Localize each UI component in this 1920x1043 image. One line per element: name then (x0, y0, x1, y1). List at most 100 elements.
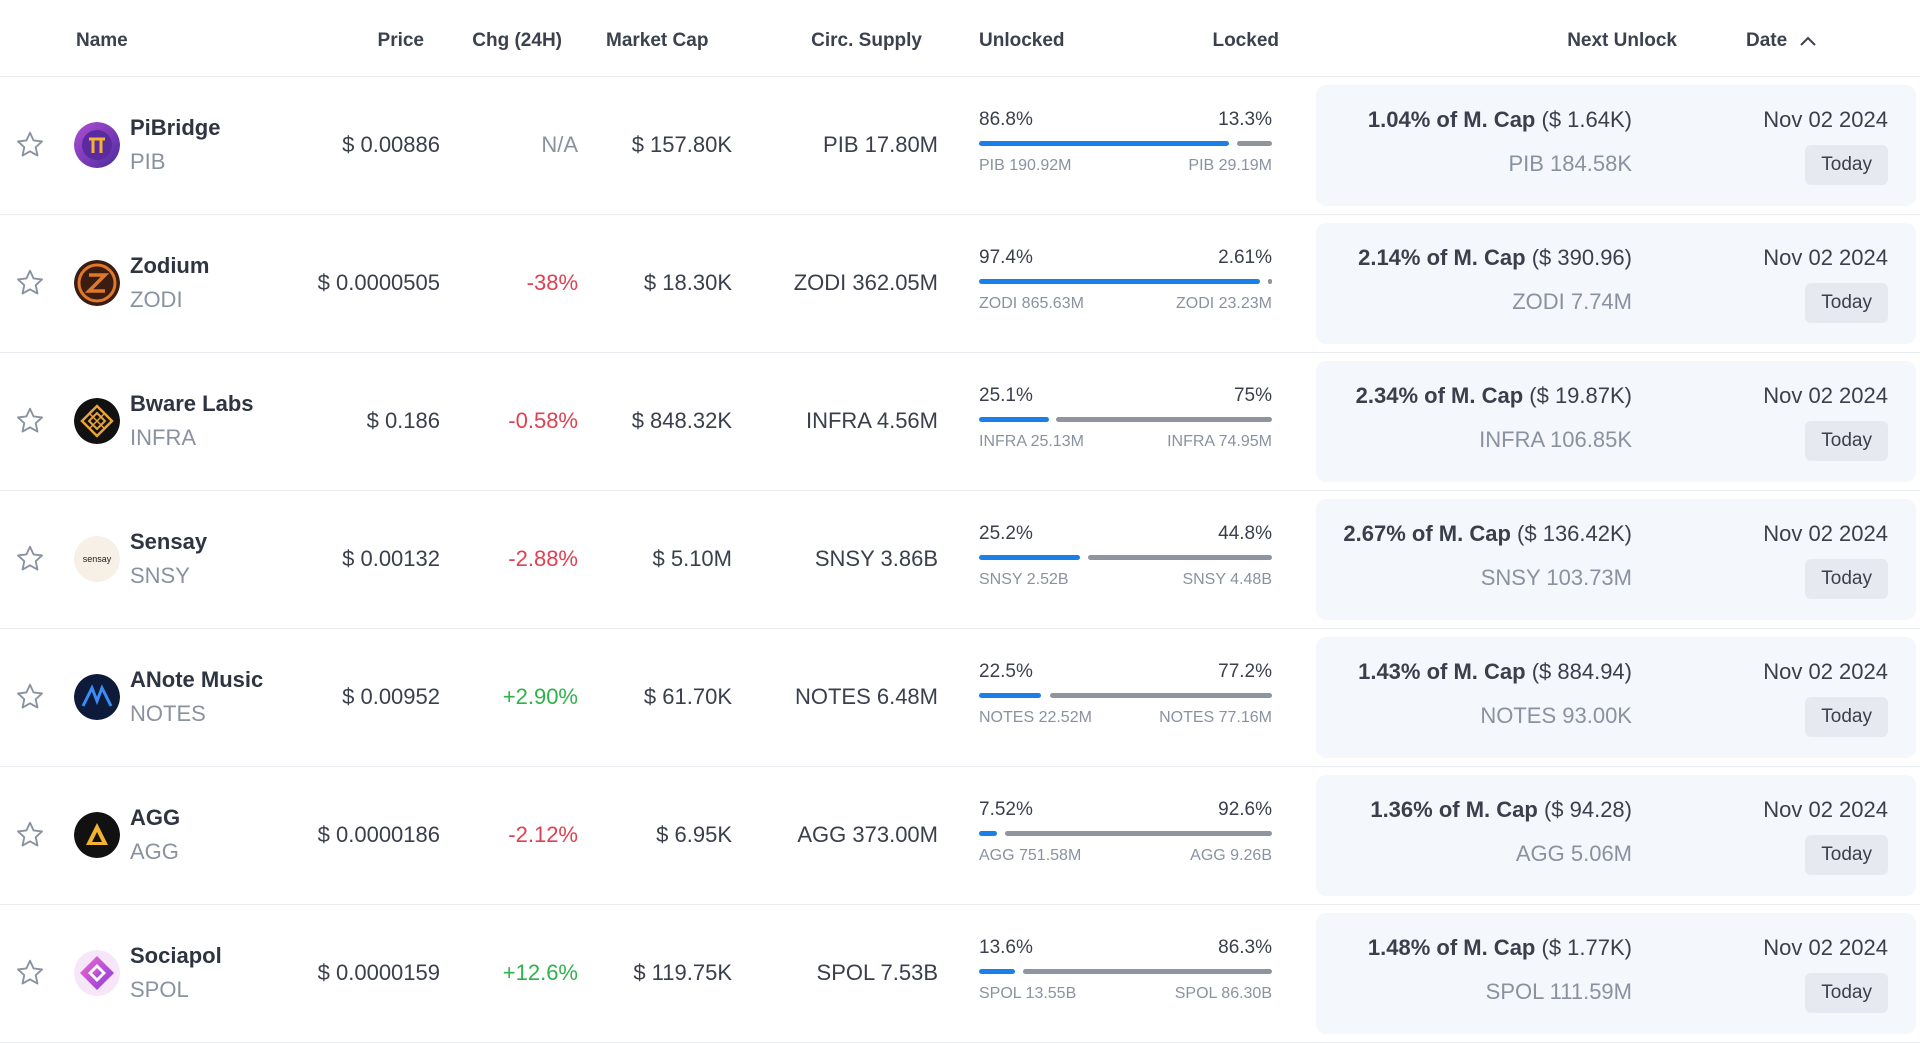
coin-name[interactable]: Sociapol (130, 943, 222, 968)
column-header-date[interactable]: Date (1746, 30, 1817, 52)
coin-symbol: INFRA (130, 425, 196, 450)
table-row[interactable]: sensay Sensay SNSY $ 0.00132 -2.88% $ 5.… (0, 491, 1920, 629)
unlock-progress: 25.2% 44.8% SNSY 2.52B SNSY 4.48B (979, 523, 1272, 603)
locked-bar-fill (1237, 141, 1272, 146)
unlocked-percent: 25.1% (979, 385, 1033, 406)
next-unlock-usd: ($ 1.77K) (1541, 935, 1633, 960)
locked-percent: 77.2% (1218, 661, 1272, 682)
market-cap-value: $ 5.10M (652, 546, 733, 571)
next-unlock-usd: ($ 136.42K) (1517, 521, 1632, 546)
unlocked-percent: 7.52% (979, 799, 1033, 820)
unlocked-amount: SPOL 13.55B (979, 985, 1077, 1002)
next-unlock-percent: 1.48% of M. Cap ($ 1.77K) (1368, 935, 1632, 961)
circ-supply-value: INFRA 4.56M (805, 408, 938, 433)
coin-name[interactable]: Sensay (130, 529, 208, 554)
unlock-bar (979, 279, 1272, 284)
next-unlock-amount: INFRA 106.85K (1479, 427, 1632, 452)
today-badge: Today (1805, 145, 1888, 185)
table-row[interactable]: ANote Music NOTES $ 0.00952 +2.90% $ 61.… (0, 629, 1920, 767)
unlocked-bar-fill (979, 969, 1015, 974)
next-unlock-card[interactable]: 2.34% of M. Cap ($ 19.87K) INFRA 106.85K… (1316, 361, 1916, 482)
next-unlock-amount: ZODI 7.74M (1512, 289, 1632, 314)
locked-amount: NOTES 77.16M (1159, 709, 1272, 726)
price-value: $ 0.00132 (342, 546, 440, 571)
table-row[interactable]: Zodium ZODI $ 0.0000505 -38% $ 18.30K ZO… (0, 215, 1920, 353)
unlock-date: Nov 02 2024 (1763, 659, 1888, 684)
table-row[interactable]: Sociapol SPOL $ 0.0000159 +12.6% $ 119.7… (0, 905, 1920, 1043)
coin-name[interactable]: AGG (130, 805, 181, 830)
sociapol-logo-icon (74, 950, 120, 996)
unlock-date: Nov 02 2024 (1763, 383, 1888, 408)
change-24h-value: N/A (541, 132, 578, 157)
next-unlock-mcap-pct: 1.48% of M. Cap (1367, 935, 1536, 960)
unlocked-percent: 25.2% (979, 523, 1033, 544)
next-unlock-card[interactable]: 1.48% of M. Cap ($ 1.77K) SPOL 111.59M N… (1316, 913, 1916, 1034)
table-row[interactable]: PiBridge PIB $ 0.00886 N/A $ 157.80K PIB… (0, 77, 1920, 215)
star-icon[interactable] (14, 681, 46, 713)
market-cap-value: $ 61.70K (643, 684, 732, 709)
unlock-date: Nov 02 2024 (1763, 935, 1888, 960)
next-unlock-card[interactable]: 1.04% of M. Cap ($ 1.64K) PIB 184.58K No… (1316, 85, 1916, 206)
star-icon[interactable] (14, 267, 46, 299)
coin-name[interactable]: Zodium (130, 253, 210, 278)
next-unlock-usd: ($ 390.96) (1531, 245, 1632, 270)
star-icon[interactable] (14, 405, 46, 437)
locked-amount: ZODI 23.23M (1175, 295, 1272, 312)
next-unlock-card[interactable]: 1.36% of M. Cap ($ 94.28) AGG 5.06M Nov … (1316, 775, 1916, 896)
change-24h-value: +2.90% (502, 684, 578, 709)
column-header-next-unlock[interactable]: Next Unlock (1567, 30, 1677, 51)
next-unlock-card[interactable]: 1.43% of M. Cap ($ 884.94) NOTES 93.00K … (1316, 637, 1916, 758)
column-header-chg[interactable]: Chg (24H) (472, 30, 562, 51)
column-header-price[interactable]: Price (377, 30, 424, 51)
unlock-date: Nov 02 2024 (1763, 107, 1888, 132)
unlocked-amount: PIB 190.92M (979, 157, 1072, 174)
coin-name[interactable]: PiBridge (130, 115, 221, 140)
next-unlock-card[interactable]: 2.67% of M. Cap ($ 136.42K) SNSY 103.73M… (1316, 499, 1916, 620)
coin-name[interactable]: ANote Music (130, 667, 264, 692)
coin-name[interactable]: Bware Labs (130, 391, 254, 416)
unlocked-percent: 22.5% (979, 661, 1033, 682)
column-header-market-cap[interactable]: Market Cap (606, 30, 709, 51)
today-badge: Today (1805, 559, 1888, 599)
next-unlock-percent: 1.43% of M. Cap ($ 884.94) (1358, 659, 1632, 685)
coin-symbol: SPOL (130, 977, 189, 1002)
locked-bar-fill (1088, 555, 1272, 560)
unlock-progress: 97.4% 2.61% ZODI 865.63M ZODI 23.23M (979, 247, 1272, 327)
circ-supply-value: SPOL 7.53B (816, 960, 938, 985)
today-badge: Today (1805, 283, 1888, 323)
pibridge-logo-icon (74, 122, 120, 168)
market-cap-value: $ 6.95K (656, 822, 732, 847)
table-header: Name Price Chg (24H) Market Cap Circ. Su… (0, 0, 1920, 77)
column-header-name[interactable]: Name (76, 30, 128, 51)
unlocked-bar-fill (979, 555, 1080, 560)
star-icon[interactable] (14, 543, 46, 575)
unlock-progress: 86.8% 13.3% PIB 190.92M PIB 29.19M (979, 109, 1272, 189)
next-unlock-card[interactable]: 2.14% of M. Cap ($ 390.96) ZODI 7.74M No… (1316, 223, 1916, 344)
locked-percent: 75% (1233, 385, 1272, 406)
today-badge: Today (1805, 421, 1888, 461)
today-badge: Today (1805, 973, 1888, 1013)
column-header-circ-supply[interactable]: Circ. Supply (811, 30, 922, 51)
next-unlock-amount: SNSY 103.73M (1480, 565, 1632, 590)
table-row[interactable]: AGG AGG $ 0.0000186 -2.12% $ 6.95K AGG 3… (0, 767, 1920, 905)
next-unlock-usd: ($ 1.64K) (1541, 107, 1633, 132)
star-icon[interactable] (14, 129, 46, 161)
unlocked-amount: AGG 751.58M (979, 847, 1082, 864)
coin-symbol: PIB (130, 149, 166, 174)
next-unlock-percent: 2.14% of M. Cap ($ 390.96) (1358, 245, 1632, 271)
circ-supply-value: PIB 17.80M (823, 132, 938, 157)
column-header-unlocked[interactable]: Unlocked (979, 30, 1065, 51)
table-row[interactable]: Bware Labs INFRA $ 0.186 -0.58% $ 848.32… (0, 353, 1920, 491)
coin-symbol: NOTES (130, 701, 206, 726)
star-icon[interactable] (14, 957, 46, 989)
unlocked-bar-fill (979, 279, 1260, 284)
locked-amount: AGG 9.26B (1190, 847, 1272, 864)
unlock-bar (979, 141, 1272, 146)
column-header-locked[interactable]: Locked (1212, 30, 1279, 51)
star-icon[interactable] (14, 819, 46, 851)
unlock-progress: 13.6% 86.3% SPOL 13.55B SPOL 86.30B (979, 937, 1272, 1017)
locked-amount: INFRA 74.95M (1167, 433, 1272, 450)
price-value: $ 0.0000159 (317, 960, 440, 985)
locked-percent: 86.3% (1218, 937, 1272, 958)
next-unlock-percent: 1.04% of M. Cap ($ 1.64K) (1368, 107, 1632, 133)
